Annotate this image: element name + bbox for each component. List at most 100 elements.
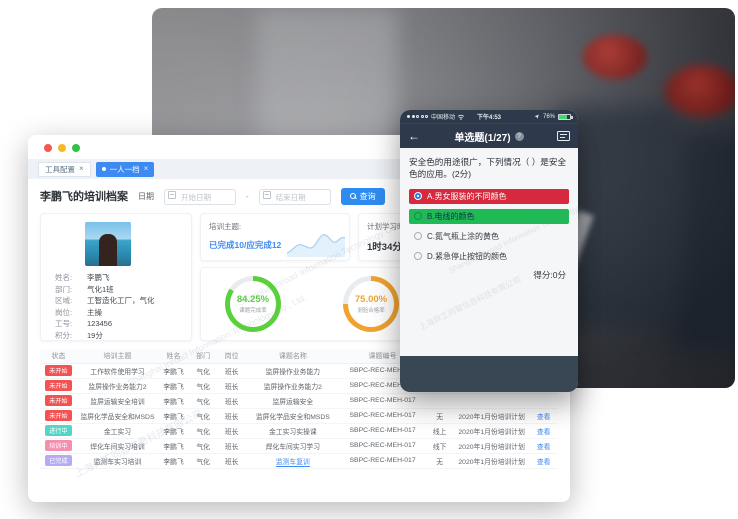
phone-status-bar: 中国移动 下午4:53 ➤ 76%	[400, 110, 578, 123]
cell-plan	[453, 393, 530, 409]
cell-position: 班长	[217, 423, 246, 439]
view-link[interactable]: 查看	[536, 428, 551, 436]
question-counter-title: 单选题(1/27)	[454, 132, 511, 144]
profile-field-row: 部门: 气化1班	[55, 284, 191, 296]
cell-department: 气化	[188, 363, 218, 379]
cell-position: 班长	[217, 453, 246, 469]
tab-label: 工具配置	[45, 164, 75, 174]
donut-hole: 84.25% 课题完成率	[230, 281, 276, 327]
cell-name: 李鹏飞	[158, 408, 189, 424]
cell-course-code: SBPC-REC-MEH-017	[339, 453, 426, 469]
quiz-pass-donut: 75.00% 测验合格率	[343, 276, 399, 332]
cell-status: 未开始	[40, 378, 77, 394]
cell-mode: 无	[425, 453, 454, 469]
close-window-icon[interactable]	[44, 144, 52, 152]
table-row: 未开始 监屏化学品安全和MSDS 李鹏飞 气化 班长 监屏化学品安全和MSDS …	[40, 408, 558, 424]
minimize-window-icon[interactable]	[58, 144, 66, 152]
cell-mode	[425, 393, 454, 409]
course-name: 焊化车间实习学习	[265, 443, 321, 451]
avatar	[85, 222, 131, 266]
date-separator: -	[246, 191, 249, 201]
profile-field-row: 积分: 19分	[55, 330, 191, 342]
table-header-cell: 岗位	[217, 349, 246, 364]
cell-plan: 2020年1月份培训计划	[453, 453, 530, 469]
tab-tool-config[interactable]: 工具配置 ×	[38, 161, 91, 177]
back-button[interactable]: ←	[408, 129, 420, 143]
nav-title-wrap: 单选题(1/27) ?	[400, 129, 578, 144]
signal-dots-icon	[407, 115, 428, 118]
profile-fields: 姓名: 李鹏飞 部门: 气化1班 区域: 工智造化工厂，气化	[55, 272, 191, 341]
cell-department: 气化	[188, 453, 218, 469]
phone-screenshot: 中国移动 下午4:53 ➤ 76% ← 单选题(1/27) ? 安全色的用途很广…	[400, 110, 578, 392]
answer-option[interactable]: B.电线的颜色	[409, 208, 569, 224]
cell-course-code: SBPC-REC-MEH-017	[339, 408, 426, 424]
cell-action: 查看	[529, 423, 558, 439]
cell-course-code: SBPC-REC-MEH-017	[339, 438, 426, 454]
answer-option[interactable]: A.男女服装的不同颜色	[409, 188, 569, 204]
cell-topic: 工作软件使用学习	[76, 363, 159, 379]
cell-position: 班长	[217, 393, 246, 409]
red-helmet	[665, 65, 735, 117]
cell-course: 监屏运输安全	[245, 393, 340, 409]
cell-action	[529, 393, 558, 409]
tab-person-archive[interactable]: 一人一档 ×	[95, 161, 155, 177]
answer-option[interactable]: C.氮气瓶上涂的黄色	[409, 229, 569, 244]
profile-field-label: 区域:	[55, 296, 73, 305]
cell-course: 焊化车间实习学习	[245, 438, 340, 454]
help-icon[interactable]: ?	[514, 131, 524, 141]
cell-status: 培训中	[40, 438, 77, 454]
cell-course: 监测车复训	[245, 453, 340, 469]
cell-status: 未开始	[40, 363, 77, 379]
radio-icon	[414, 252, 422, 261]
calendar-icon	[262, 190, 271, 199]
profile-field-row: 姓名: 李鹏飞	[55, 272, 191, 284]
course-name: 监屏化学品安全和MSDS	[255, 413, 330, 421]
cell-name: 李鹏飞	[158, 438, 189, 454]
cell-topic: 焊化车间实习培训	[76, 438, 159, 454]
search-button[interactable]: 查询	[340, 187, 385, 205]
table-header-cell: 课题名称	[245, 349, 340, 364]
course-name: 监屏运输安全	[272, 398, 314, 406]
planned-duration-value: 1时34分	[367, 242, 402, 253]
cell-department: 气化	[188, 423, 218, 439]
window-body: 李鹏飞的培训档案 日期 - 查询 姓名	[28, 179, 570, 479]
close-icon[interactable]: ×	[143, 164, 149, 173]
red-helmet	[583, 34, 648, 79]
quiz-footer-bar	[400, 356, 578, 392]
option-text: B.电线的颜色	[427, 211, 475, 221]
cell-position: 班长	[217, 408, 246, 424]
wifi-icon	[457, 114, 465, 120]
search-icon	[349, 192, 357, 200]
table-header-cell: 部门	[188, 349, 218, 364]
end-date-input[interactable]	[258, 189, 331, 206]
answer-option[interactable]: D.紧急停止按钮的颜色	[409, 249, 569, 264]
profile-card: 姓名: 李鹏飞 部门: 气化1班 区域: 工智造化工厂，气化	[40, 213, 192, 341]
battery-icon	[558, 113, 573, 120]
status-time: 下午4:53	[476, 115, 501, 121]
option-text: A.男女服装的不同颜色	[427, 191, 507, 201]
cell-course-code: SBPC-REC-MEH-017	[339, 393, 426, 409]
close-icon[interactable]: ×	[79, 164, 84, 173]
calendar-icon	[168, 190, 176, 199]
course-completion-label: 课题完成率	[239, 308, 267, 314]
profile-field-value: 19分	[87, 330, 103, 340]
view-link[interactable]: 查看	[536, 443, 551, 451]
quiz-pass-label: 测验合格率	[357, 308, 385, 314]
cell-name: 李鹏飞	[158, 363, 189, 379]
cell-position: 班长	[217, 363, 246, 379]
active-dot-icon	[101, 167, 106, 171]
view-link[interactable]: 查看	[536, 458, 551, 466]
answer-card-icon[interactable]	[557, 131, 570, 141]
maximize-window-icon[interactable]	[72, 144, 80, 152]
view-link[interactable]: 查看	[536, 413, 551, 421]
cell-position: 班长	[217, 378, 246, 394]
status-badge: 未开始	[45, 395, 72, 406]
table-body: 未开始 工作软件使用学习 李鹏飞 气化 班长 监屏操作业务能力 SBPC-REC…	[40, 363, 558, 469]
start-date-input[interactable]	[164, 189, 236, 206]
training-topic-label: 培训主题:	[209, 222, 242, 231]
cell-mode: 线上	[425, 423, 454, 439]
cell-department: 气化	[188, 408, 218, 424]
course-completion-value: 84.25%	[236, 294, 270, 305]
status-badge: 培训中	[45, 440, 72, 451]
cell-position: 班长	[217, 438, 246, 454]
